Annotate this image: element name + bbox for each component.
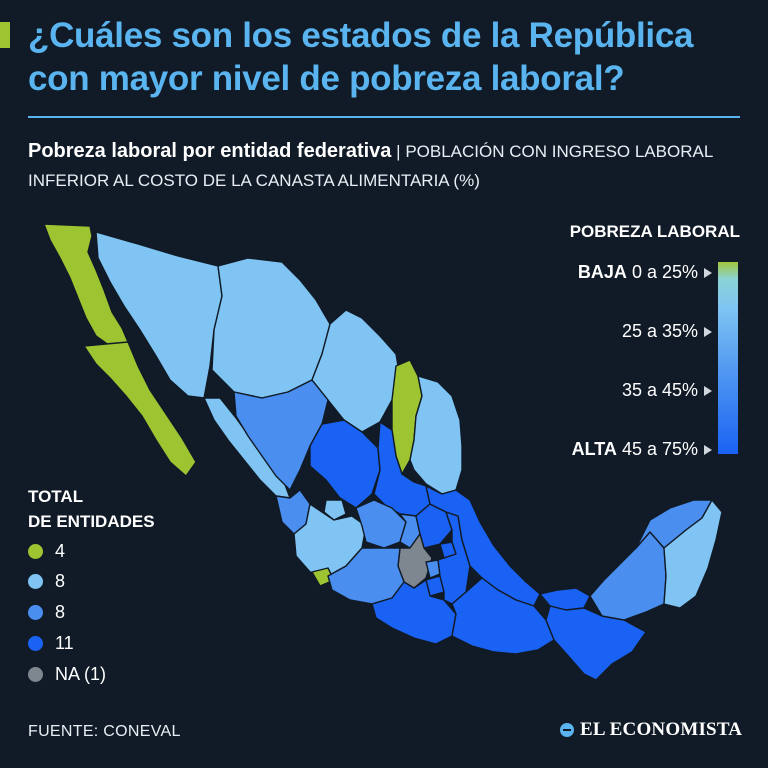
source-note: FUENTE: CONEVAL	[28, 723, 181, 740]
legend-arrow-icon	[704, 386, 712, 396]
total-item-category-2: 8	[28, 571, 65, 592]
total-count: 8	[55, 571, 66, 591]
totals-title-line-2: DE ENTIDADES	[28, 512, 155, 531]
state-baja-california-sur	[83, 341, 197, 477]
total-dot	[28, 667, 43, 682]
legend-title: POBREZA LABORAL	[569, 222, 740, 241]
subtitle-separator: |	[391, 142, 406, 161]
headline: ¿Cuáles son los estados de la República …	[28, 14, 748, 100]
legend-range: 25 a 35%	[621, 321, 698, 341]
totals-title-line-1: TOTAL	[28, 487, 84, 506]
state-durango	[233, 379, 329, 491]
state-aguascalientes	[323, 499, 347, 521]
subtitle: Pobreza laboral por entidad federativa |…	[28, 137, 748, 195]
total-count: 11	[55, 633, 74, 653]
state-zacatecas	[309, 419, 381, 509]
headline-divider	[28, 116, 740, 118]
total-item-na: NA (1)	[28, 664, 106, 685]
total-dot	[28, 574, 43, 589]
state-chiapas	[545, 605, 647, 681]
total-item-category-1: 4	[28, 541, 65, 562]
legend-color-scale	[718, 262, 738, 454]
state-chihuahua	[211, 257, 331, 399]
total-dot	[28, 605, 43, 620]
total-count: 8	[55, 602, 66, 622]
total-dot	[28, 636, 43, 651]
mexico-map	[43, 223, 723, 681]
total-count: 4	[55, 541, 66, 561]
legend-level: ALTA	[571, 439, 617, 459]
headline-line-2: con mayor nivel de pobreza laboral?	[28, 59, 625, 98]
subtitle-bold: Pobreza laboral por entidad federativa	[28, 140, 392, 162]
brand-mark-icon	[560, 723, 574, 737]
legend-range: 45 a 75%	[621, 439, 698, 459]
total-dot	[28, 544, 43, 559]
totals-title: TOTAL DE ENTIDADES	[28, 484, 155, 534]
state-guerrero	[371, 579, 457, 645]
brand-logo: EL ECONOMISTA	[560, 719, 742, 741]
state-oaxaca	[451, 577, 555, 655]
state-quintana-roo	[663, 499, 723, 609]
total-count: NA (1)	[55, 664, 107, 684]
brand-name: EL ECONOMISTA	[580, 719, 743, 740]
legend-arrow-icon	[704, 268, 712, 278]
legend-level: BAJA	[577, 262, 627, 282]
legend-range: 0 a 25%	[631, 262, 698, 282]
state-michoacan	[327, 547, 405, 605]
legend-item-mid-low: 25 a 35%	[622, 321, 698, 342]
legend-item-alta: ALTA 45 a 75%	[572, 439, 698, 460]
headline-line-1: ¿Cuáles son los estados de la República	[28, 16, 694, 55]
state-tabasco	[539, 587, 591, 611]
state-campeche	[589, 531, 667, 621]
legend-range: 35 a 45%	[621, 380, 698, 400]
legend-item-mid-high: 35 a 45%	[622, 380, 698, 401]
total-item-category-3: 8	[28, 602, 65, 623]
subtitle-description: POBLACIÓN CON INGRESO LABORAL INFERIOR A…	[28, 142, 713, 190]
state-sonora	[95, 231, 223, 399]
legend-arrow-icon	[704, 327, 712, 337]
total-item-category-4: 11	[28, 633, 74, 654]
legend-arrow-icon	[704, 445, 712, 455]
accent-bar	[0, 22, 10, 48]
legend-item-baja: BAJA 0 a 25%	[578, 262, 698, 283]
